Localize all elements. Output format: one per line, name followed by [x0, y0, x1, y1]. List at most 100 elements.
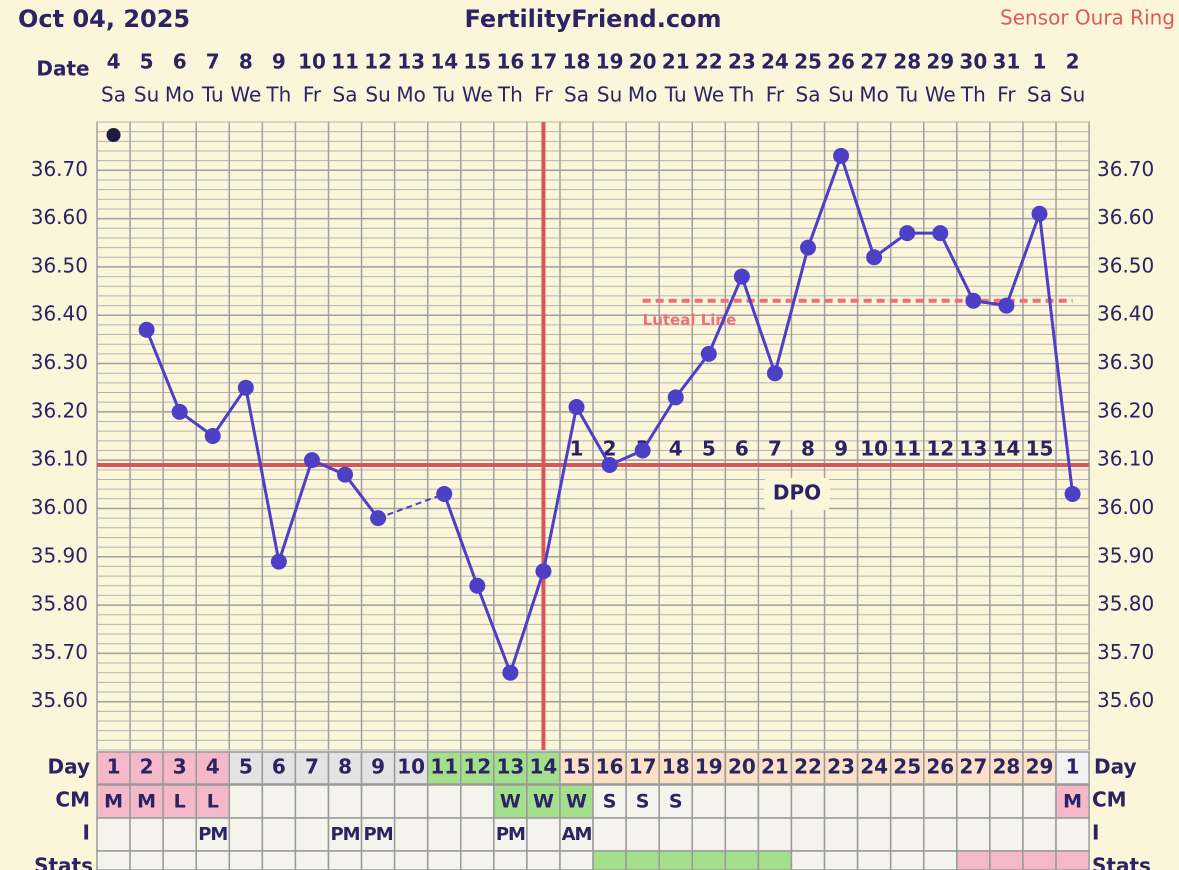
- temp-point: [700, 345, 717, 362]
- cycle-day: 2: [140, 755, 154, 779]
- dpo-number: 1: [570, 437, 584, 461]
- cm-label: W: [566, 791, 587, 813]
- table-cell: [228, 784, 264, 819]
- table-cell: [393, 751, 429, 785]
- y-tick-label: 36.70: [1097, 157, 1154, 181]
- y-tick-label: 36.40: [31, 302, 88, 326]
- table-cell: [989, 817, 1024, 852]
- weekday-label: Fr: [303, 83, 322, 107]
- table-cell: [889, 850, 925, 870]
- date-label: 21: [662, 50, 690, 74]
- table-cell: [460, 784, 495, 819]
- cycle-day: 3: [173, 755, 187, 779]
- table-cell: [129, 850, 164, 870]
- weekday-label: Sa: [333, 83, 358, 107]
- table-cell: [1055, 751, 1090, 785]
- dpo-number: 6: [735, 437, 749, 461]
- table-cell: [658, 850, 694, 870]
- table-cell: [823, 817, 859, 852]
- table-cell: [956, 784, 991, 819]
- date-label: 25: [794, 50, 822, 74]
- cycle-day: 1: [107, 755, 121, 779]
- date-label: 30: [959, 50, 987, 74]
- weekday-label: We: [693, 83, 724, 107]
- temp-point: [436, 485, 453, 502]
- weekday-label: Mo: [396, 83, 426, 107]
- table-cell: [460, 817, 495, 852]
- weekday-label: Sa: [564, 83, 589, 107]
- table-cell: [790, 751, 826, 785]
- temp-point: [171, 403, 188, 420]
- i-row-label: I: [83, 821, 90, 845]
- weekday-label: Su: [828, 83, 853, 107]
- weekday-label: Tu: [201, 83, 224, 107]
- table-cell: [956, 817, 991, 852]
- dpo-number: 5: [702, 437, 716, 461]
- dpo-number: 9: [834, 437, 848, 461]
- y-tick-label: 36.50: [1097, 253, 1154, 277]
- dpo-number: 7: [768, 437, 782, 461]
- table-cell: [790, 850, 826, 870]
- date-label: 2: [1066, 50, 1080, 74]
- table-cell: [493, 784, 528, 819]
- dpo-number: 14: [993, 437, 1021, 461]
- cycle-day: 15: [563, 755, 591, 779]
- table-cell: [460, 751, 495, 785]
- y-tick-label: 35.80: [31, 592, 88, 616]
- y-tick-label: 35.80: [1097, 592, 1154, 616]
- cycle-day: 22: [794, 755, 822, 779]
- weekday-label: Fr: [766, 83, 785, 107]
- stats-row-label: Stats: [1092, 854, 1151, 870]
- cycle-day: 17: [629, 755, 657, 779]
- table-cell: [162, 817, 197, 852]
- cm-label: L: [174, 791, 186, 813]
- table-cell: [96, 817, 131, 852]
- table-cell: [658, 751, 694, 785]
- table-cell: [757, 784, 793, 819]
- weekday-label: Mo: [859, 83, 889, 107]
- temp-point: [237, 379, 254, 396]
- temp-point: [833, 147, 850, 164]
- temp-point: [634, 442, 651, 459]
- table-cell: [989, 850, 1024, 870]
- cycle-day: 7: [305, 755, 319, 779]
- y-tick-label: 35.90: [31, 543, 88, 567]
- day-row-label: Day: [1094, 755, 1137, 779]
- table-cell: [1022, 817, 1057, 852]
- temp-point: [998, 297, 1015, 314]
- date-label: 6: [173, 50, 187, 74]
- table-cell: [526, 817, 561, 852]
- table-cell: [1055, 850, 1090, 870]
- table-cell: [724, 784, 760, 819]
- cycle-day: 27: [959, 755, 987, 779]
- cycle-day: 4: [206, 755, 220, 779]
- table-cell: [691, 784, 727, 819]
- table-cell: [923, 817, 958, 852]
- sensor-label: Sensor Oura Ring: [1000, 6, 1175, 30]
- table-cell: [889, 751, 925, 785]
- luteal-label: Luteal Line: [643, 311, 737, 329]
- table-cell: [823, 784, 859, 819]
- temp-point: [337, 466, 354, 483]
- dpo-number: 4: [669, 437, 683, 461]
- cycle-day: 6: [272, 755, 286, 779]
- y-tick-label: 36.70: [31, 157, 88, 181]
- cm-label: W: [500, 791, 521, 813]
- table-cell: [1055, 817, 1090, 852]
- y-tick-label: 35.60: [1097, 688, 1154, 712]
- date-label: 24: [761, 50, 789, 74]
- date-label: 28: [893, 50, 921, 74]
- table-cell: [559, 850, 594, 870]
- y-tick-label: 35.90: [1097, 543, 1154, 567]
- table-cell: [889, 784, 925, 819]
- table-cell: [96, 784, 131, 819]
- table-cell: [559, 817, 594, 852]
- date-label: 29: [926, 50, 954, 74]
- date-label: 12: [364, 50, 392, 74]
- table-cell: [823, 751, 859, 785]
- dpo-number: 15: [1026, 437, 1054, 461]
- table-cell: [790, 817, 826, 852]
- cm-row-label: CM: [55, 788, 90, 812]
- table-cell: [625, 850, 660, 870]
- date-label: 10: [298, 50, 326, 74]
